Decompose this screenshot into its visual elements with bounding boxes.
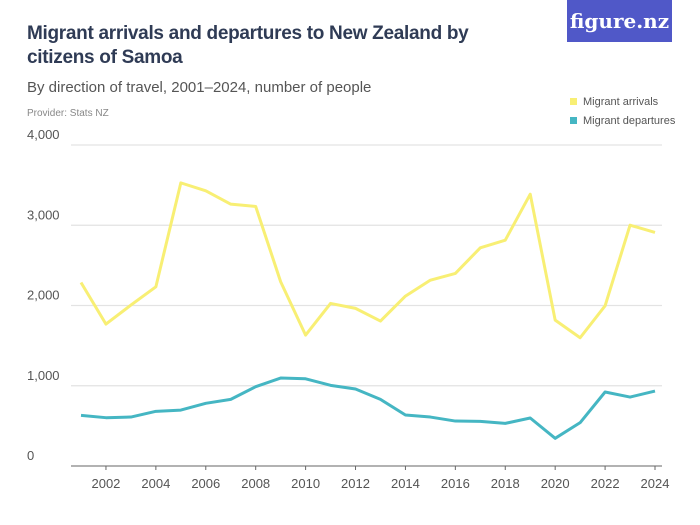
x-tick-label: 2014 — [391, 476, 420, 491]
x-tick-label: 2002 — [91, 476, 120, 491]
x-tick-label: 2010 — [291, 476, 320, 491]
y-tick-label: 3,000 — [27, 207, 60, 222]
legend-label-departures: Migrant departures — [583, 114, 676, 127]
y-tick-label: 2,000 — [27, 288, 60, 303]
x-tick-label: 2020 — [541, 476, 570, 491]
legend-label-arrivals: Migrant arrivals — [583, 95, 659, 108]
chart-subtitle: By direction of travel, 2001–2024, numbe… — [27, 79, 372, 96]
y-tick-label: 1,000 — [27, 368, 60, 383]
chart-title: Migrant arrivals and departures to New Z… — [27, 23, 469, 68]
legend-swatch-departures — [570, 117, 577, 124]
x-tick-label: 2022 — [591, 476, 620, 491]
x-tick-label: 2016 — [441, 476, 470, 491]
x-tick-label: 2024 — [641, 476, 670, 491]
provider-text: Provider: Stats NZ — [27, 108, 109, 119]
series-line-departures — [80, 376, 656, 440]
legend-swatch-arrivals — [570, 98, 577, 105]
x-tick-label: 2012 — [341, 476, 370, 491]
y-tick-label: 4,000 — [27, 127, 60, 142]
legend: Migrant arrivals Migrant departures — [570, 92, 675, 130]
y-tick-label: 0 — [27, 448, 34, 463]
series-line-arrivals — [79, 181, 656, 340]
figure-nz-logo[interactable]: figure.nz — [567, 0, 672, 42]
x-tick-label: 2018 — [491, 476, 520, 491]
x-tick-label: 2008 — [241, 476, 270, 491]
x-tick-label: 2004 — [141, 476, 170, 491]
legend-item-arrivals: Migrant arrivals — [570, 92, 675, 111]
x-tick-label: 2006 — [191, 476, 220, 491]
legend-item-departures: Migrant departures — [570, 111, 675, 130]
